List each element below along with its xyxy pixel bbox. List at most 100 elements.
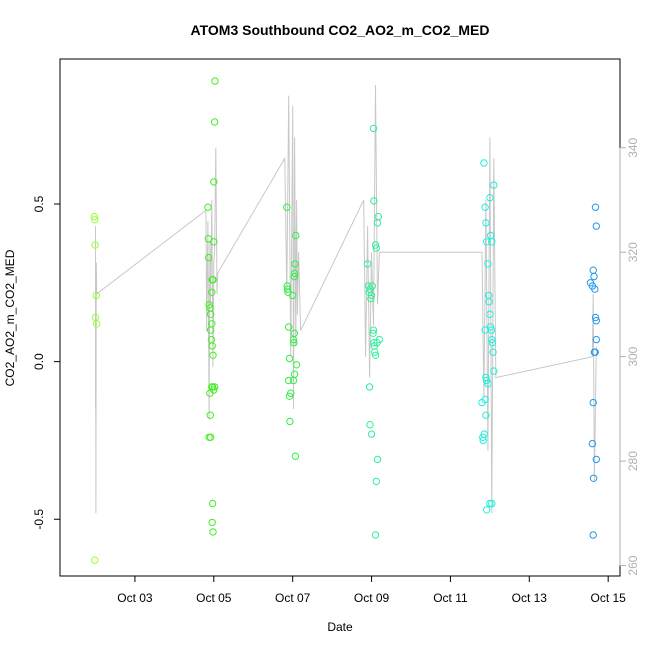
scatter-point — [481, 395, 489, 404]
scatter-point — [488, 339, 496, 347]
scatter-point — [484, 380, 492, 388]
scatter-point — [369, 329, 377, 337]
scatter-point — [485, 298, 493, 306]
scatter-point — [290, 329, 298, 337]
scatter-point — [208, 518, 216, 527]
scatter-point — [370, 197, 378, 205]
scatter-point — [484, 260, 492, 268]
scatter-point — [489, 348, 497, 356]
scatter-point — [365, 383, 374, 391]
scatter-point — [205, 301, 213, 309]
scatter-point — [204, 203, 212, 211]
x-tick-label: Oct 11 — [433, 591, 468, 605]
scatter-point — [291, 260, 299, 268]
scatter-point — [211, 77, 219, 85]
scatter-point — [371, 348, 379, 356]
chart-title: ATOM3 Southbound CO2_AO2_m_CO2_MED — [191, 22, 490, 38]
scatter-point — [589, 474, 598, 482]
x-axis: Oct 03 Oct 05 Oct 07 Oct 09 Oct 11 Oct 13 Oct … — [117, 575, 626, 605]
y-axis-label: CO2_AO2_m_CO2_MED — [3, 249, 17, 386]
scatter-point — [285, 354, 294, 363]
scatter-point — [287, 389, 295, 397]
scatter-point — [374, 212, 382, 221]
scatter-point — [204, 235, 213, 243]
scatter-point — [210, 178, 218, 186]
y2-tick-label: 340 — [626, 137, 640, 157]
scatter-point — [208, 288, 216, 296]
scatter-point — [91, 241, 99, 249]
scatter-point — [592, 317, 600, 325]
scatter-point — [206, 411, 215, 419]
scatter-point — [486, 194, 494, 202]
scatter-point — [289, 376, 298, 385]
scatter-point — [283, 203, 291, 211]
scatter-point — [205, 253, 213, 262]
scatter-point — [592, 335, 600, 344]
scatter-point — [90, 212, 99, 221]
scatter-point — [285, 376, 293, 385]
scatter-point — [292, 361, 301, 369]
scatter-point — [210, 386, 218, 394]
scatter-point — [209, 528, 217, 536]
scatter-point — [209, 351, 217, 359]
scatter-point — [591, 313, 600, 322]
scatter-point — [588, 439, 597, 448]
y2-tick-label: 260 — [626, 555, 640, 575]
scatter-point — [488, 499, 496, 508]
x-tick-label: Oct 15 — [590, 591, 626, 605]
scatter-point — [490, 367, 498, 375]
scatter-point — [482, 411, 490, 419]
plot-frame — [59, 58, 621, 577]
x-tick-label: Oct 07 — [275, 591, 311, 605]
scatter-point — [208, 276, 216, 284]
scatter-point — [589, 266, 597, 274]
scatter-point — [206, 326, 215, 334]
scatter-point — [592, 455, 600, 464]
scatter-point — [369, 326, 378, 334]
scatter-point — [91, 556, 99, 564]
scatter-point — [490, 181, 498, 189]
scatter-point — [486, 323, 495, 331]
scatter-point — [210, 383, 219, 391]
scatter-point — [292, 231, 300, 240]
y-axis-left: -0.5 0.0 0.5 — [32, 195, 61, 530]
scatter-points-layer — [90, 77, 600, 564]
scatter-point — [482, 219, 490, 227]
scatter-point — [285, 323, 293, 331]
scatter-point — [289, 291, 297, 300]
scatter-point — [208, 342, 216, 350]
scatter-point — [589, 398, 597, 407]
y2-tick-label: 320 — [626, 242, 640, 262]
scatter-point — [207, 335, 216, 344]
scatter-point — [208, 499, 217, 508]
scatter-point — [206, 310, 215, 318]
scatter-point — [373, 219, 382, 227]
scatter-point — [592, 222, 600, 230]
scatter-point — [480, 159, 488, 167]
scatter-point — [290, 370, 299, 378]
scatter-point — [290, 272, 298, 281]
scatter-point — [590, 272, 598, 281]
scatter-point — [372, 477, 380, 486]
scatter-point — [372, 244, 380, 252]
y-tick-label: -0.5 — [32, 509, 46, 530]
scatter-point — [371, 531, 380, 539]
x-tick-label: Oct 03 — [117, 591, 153, 605]
scatter-point — [205, 433, 213, 441]
x-tick-label: Oct 13 — [512, 591, 548, 605]
scatter-point — [483, 238, 491, 246]
scatter-point — [589, 531, 597, 539]
x-tick-label: Oct 05 — [196, 591, 232, 605]
scatter-point — [290, 339, 298, 347]
scatter-point — [92, 291, 101, 300]
scatter-point — [363, 260, 372, 268]
y-tick-label: 0.0 — [32, 353, 46, 370]
y2-tick-label: 300 — [626, 346, 640, 366]
scatter-point — [210, 238, 218, 246]
scatter-point — [368, 282, 376, 290]
scatter-point — [283, 285, 292, 293]
scatter-point — [369, 124, 378, 133]
scatter-point — [286, 417, 294, 426]
scatter-point — [291, 452, 300, 460]
scatter-point — [483, 506, 491, 514]
